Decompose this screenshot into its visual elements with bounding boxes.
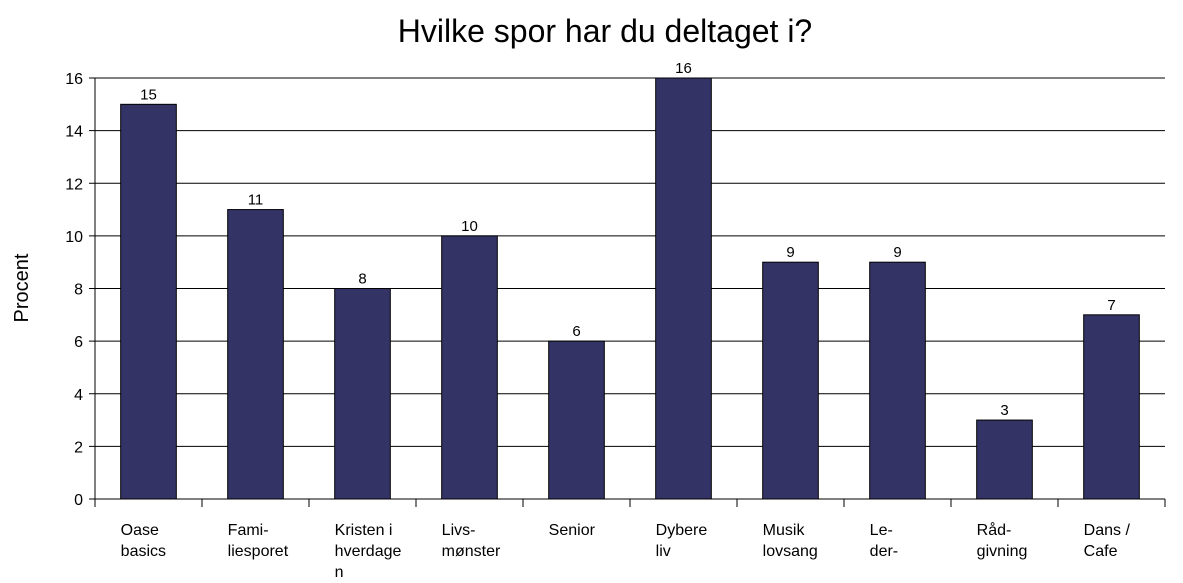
y-tick-label: 4	[74, 387, 83, 404]
x-tick-label: Fami-liesporet	[228, 522, 289, 560]
data-label: 11	[248, 192, 264, 209]
x-tick-label: Kristen i hverdage n	[335, 522, 402, 581]
x-tick-label: Le-der-	[870, 522, 898, 560]
x-tick-label: Oase basics	[121, 522, 166, 560]
x-tick-label: Råd-givning	[977, 521, 1028, 560]
y-tick-label: 12	[65, 176, 83, 193]
y-tick-label: 0	[74, 492, 83, 509]
bar	[1083, 314, 1140, 500]
x-tick-label: Musik lovsang	[763, 522, 818, 560]
x-tick-label: Senior	[549, 522, 596, 539]
bar	[548, 340, 605, 500]
bar	[655, 77, 712, 500]
bar	[227, 209, 284, 500]
data-label: 7	[1107, 297, 1115, 314]
y-tick-label: 14	[65, 124, 83, 141]
chart-title: Hvilke spor har du deltaget i?	[398, 13, 812, 49]
x-tick-label: Dans / Cafe	[1084, 522, 1131, 560]
data-label: 10	[461, 218, 478, 235]
data-label: 3	[1000, 402, 1008, 419]
y-tick-label: 6	[74, 334, 83, 351]
x-tick-label: Livs-mønster	[442, 522, 501, 560]
x-tick-label: Dybere liv	[656, 522, 708, 560]
bar	[120, 103, 177, 500]
y-tick-label: 10	[65, 229, 83, 246]
data-label: 9	[786, 244, 794, 261]
data-label: 8	[358, 271, 366, 288]
data-label: 9	[893, 244, 901, 261]
data-label: 15	[140, 86, 157, 103]
y-tick-label: 8	[74, 282, 83, 299]
bar	[334, 288, 391, 500]
data-label: 16	[675, 60, 692, 77]
bar	[976, 419, 1033, 500]
y-axis-label: Procent	[11, 253, 33, 322]
data-label: 6	[572, 323, 580, 340]
y-tick-label: 16	[65, 71, 83, 88]
bar	[869, 261, 926, 500]
bar	[441, 235, 498, 500]
bar	[762, 261, 819, 500]
y-tick-label: 2	[74, 439, 83, 456]
